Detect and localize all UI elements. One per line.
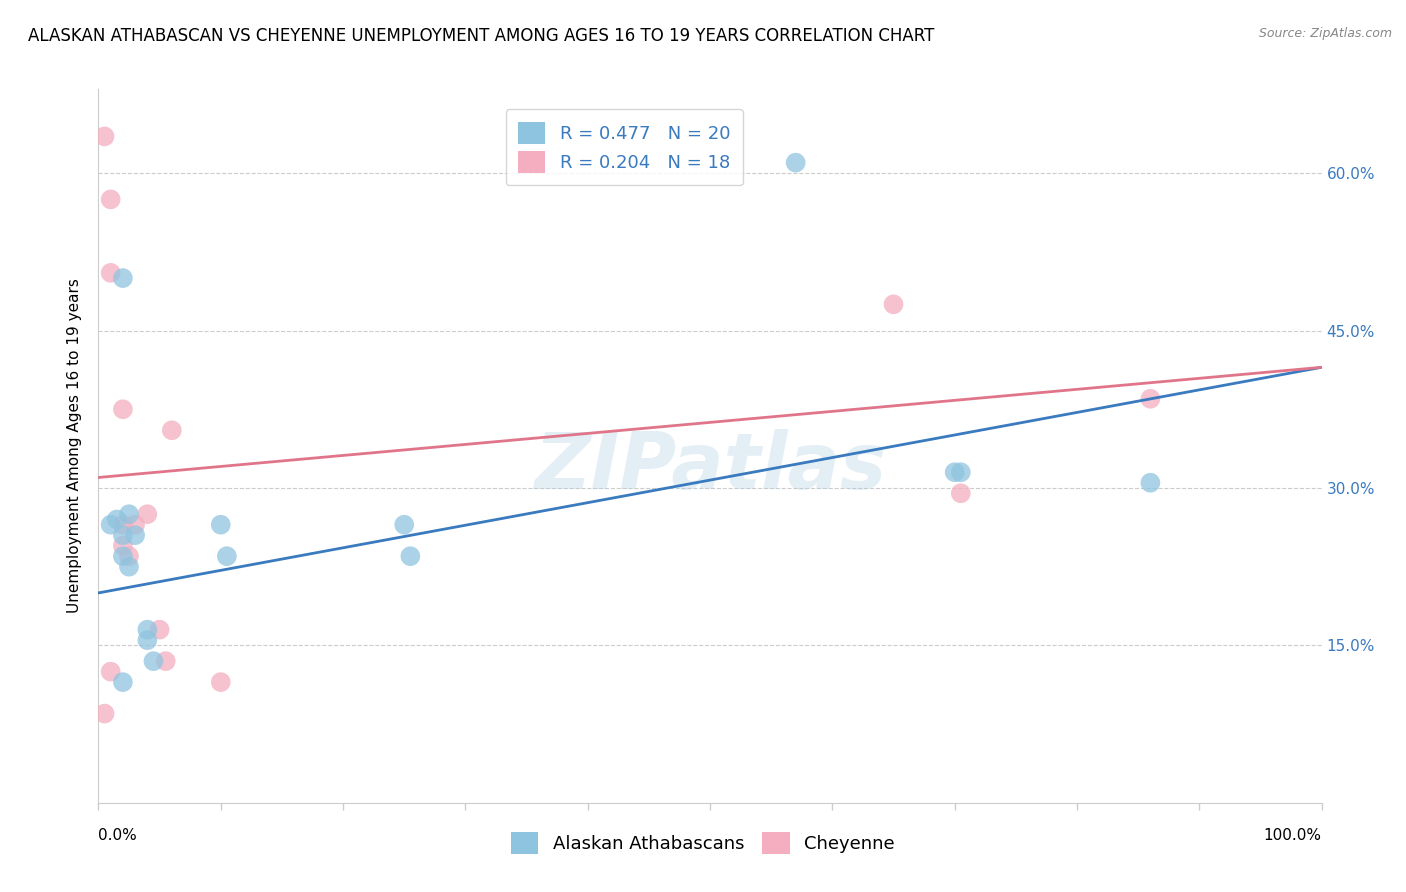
Point [160, 423, 183, 437]
Point [209, 675, 232, 690]
Point [392, 517, 416, 532]
Point [399, 549, 422, 564]
Point [136, 623, 159, 637]
Legend: R = 0.477   N = 20, R = 0.204   N = 18: R = 0.477 N = 20, R = 0.204 N = 18 [506, 109, 742, 186]
Point [124, 528, 146, 542]
Point [142, 654, 165, 668]
Point [111, 549, 134, 564]
Point [100, 193, 122, 207]
Point [949, 465, 972, 479]
Point [100, 665, 122, 679]
Point [883, 297, 905, 311]
Point [118, 559, 141, 574]
Point [111, 271, 134, 285]
Y-axis label: Unemployment Among Ages 16 to 19 years: Unemployment Among Ages 16 to 19 years [67, 278, 83, 614]
Point [1139, 392, 1161, 406]
Point [111, 402, 134, 417]
Text: ALASKAN ATHABASCAN VS CHEYENNE UNEMPLOYMENT AMONG AGES 16 TO 19 YEARS CORRELATIO: ALASKAN ATHABASCAN VS CHEYENNE UNEMPLOYM… [28, 27, 935, 45]
Point [155, 654, 177, 668]
Point [215, 549, 238, 564]
Point [149, 623, 172, 637]
Point [118, 507, 141, 521]
Point [1139, 475, 1161, 490]
Point [100, 266, 122, 280]
Point [111, 675, 134, 690]
Point [111, 539, 134, 553]
Text: 100.0%: 100.0% [1264, 828, 1322, 843]
Point [100, 517, 122, 532]
Point [118, 549, 141, 564]
Point [124, 517, 146, 532]
Legend: Alaskan Athabascans, Cheyenne: Alaskan Athabascans, Cheyenne [502, 823, 904, 863]
Point [136, 507, 159, 521]
Point [943, 465, 966, 479]
Text: Source: ZipAtlas.com: Source: ZipAtlas.com [1258, 27, 1392, 40]
Point [949, 486, 972, 500]
Point [785, 155, 807, 169]
Point [111, 517, 134, 532]
Text: 0.0%: 0.0% [98, 828, 138, 843]
Text: ZIPatlas: ZIPatlas [534, 429, 886, 506]
Point [136, 633, 159, 648]
Point [111, 528, 134, 542]
Point [93, 129, 115, 144]
Point [93, 706, 115, 721]
Point [209, 517, 232, 532]
Point [105, 512, 128, 526]
